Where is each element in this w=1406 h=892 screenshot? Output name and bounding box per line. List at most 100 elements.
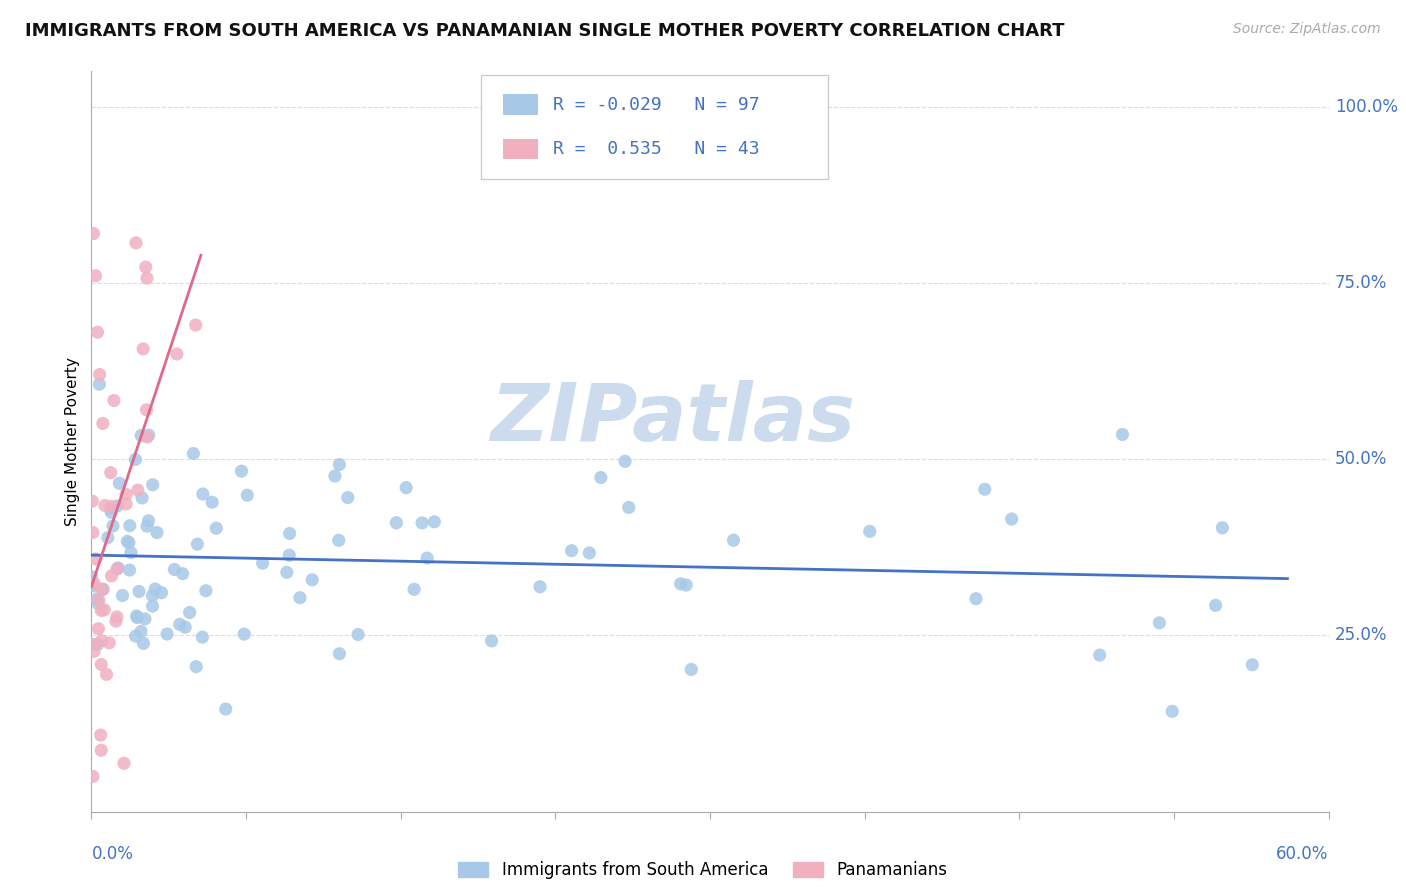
Point xyxy=(385,516,408,530)
Point xyxy=(191,630,214,644)
Text: 60.0%: 60.0% xyxy=(1277,845,1329,863)
Point xyxy=(125,609,148,624)
Point xyxy=(186,537,208,551)
Point xyxy=(681,663,703,677)
Point xyxy=(132,342,155,356)
Point xyxy=(82,769,104,783)
Text: R =  0.535   N = 43: R = 0.535 N = 43 xyxy=(553,140,759,158)
Point xyxy=(578,546,600,560)
Point xyxy=(215,702,238,716)
Point xyxy=(100,466,122,480)
Point xyxy=(104,614,127,628)
Text: R = -0.029   N = 97: R = -0.029 N = 97 xyxy=(553,95,759,113)
Point xyxy=(328,458,350,472)
Point xyxy=(135,260,157,274)
Point xyxy=(107,561,129,575)
Point xyxy=(136,519,159,533)
Point xyxy=(100,505,122,519)
Point xyxy=(120,546,142,560)
Point xyxy=(118,563,141,577)
Text: ZIPatlas: ZIPatlas xyxy=(491,380,855,458)
Point xyxy=(143,582,166,596)
Point xyxy=(105,499,128,513)
Point xyxy=(84,552,107,566)
Point xyxy=(186,659,208,673)
Point xyxy=(973,483,995,497)
Point xyxy=(201,495,224,509)
Text: Source: ZipAtlas.com: Source: ZipAtlas.com xyxy=(1233,22,1381,37)
Point xyxy=(80,570,103,584)
Point xyxy=(97,531,120,545)
Point xyxy=(146,525,169,540)
Point xyxy=(142,477,165,491)
Point xyxy=(328,647,350,661)
Point xyxy=(1161,704,1184,718)
Point xyxy=(98,501,121,516)
Point xyxy=(96,667,118,681)
Point xyxy=(98,636,121,650)
Point xyxy=(233,627,256,641)
Legend: Immigrants from South America, Panamanians: Immigrants from South America, Panamania… xyxy=(458,861,948,880)
Point xyxy=(100,569,122,583)
Point xyxy=(328,533,350,548)
Point xyxy=(115,487,138,501)
Point xyxy=(94,499,117,513)
Point xyxy=(138,428,160,442)
Point xyxy=(859,524,882,539)
Point xyxy=(108,476,131,491)
Point xyxy=(127,610,149,624)
Point xyxy=(125,235,148,250)
Point xyxy=(481,633,503,648)
Point xyxy=(1111,427,1133,442)
Point xyxy=(105,610,128,624)
Point xyxy=(90,633,112,648)
Point xyxy=(288,591,311,605)
Point xyxy=(82,638,104,652)
Point xyxy=(965,591,987,606)
Point xyxy=(90,743,112,757)
Point xyxy=(156,627,179,641)
Point xyxy=(179,606,201,620)
Point xyxy=(723,533,745,548)
Point xyxy=(138,514,160,528)
Point xyxy=(115,497,138,511)
Point xyxy=(111,589,134,603)
Text: 0.0%: 0.0% xyxy=(91,845,134,863)
Point xyxy=(124,452,146,467)
Point xyxy=(90,728,112,742)
Point xyxy=(101,500,124,514)
Point xyxy=(276,566,298,580)
Point xyxy=(83,576,105,591)
Point xyxy=(150,585,173,599)
Point xyxy=(129,428,152,442)
Point xyxy=(112,756,135,771)
Point xyxy=(347,627,370,641)
Point xyxy=(93,603,115,617)
Point xyxy=(205,521,228,535)
Text: 75.0%: 75.0% xyxy=(1334,274,1388,292)
Bar xyxy=(481,75,828,178)
Point xyxy=(1149,615,1171,630)
Point xyxy=(191,487,214,501)
Point xyxy=(141,599,163,613)
Text: IMMIGRANTS FROM SOUTH AMERICA VS PANAMANIAN SINGLE MOTHER POVERTY CORRELATION CH: IMMIGRANTS FROM SOUTH AMERICA VS PANAMAN… xyxy=(25,22,1064,40)
Point xyxy=(181,446,204,460)
Point xyxy=(86,591,108,606)
Y-axis label: Single Mother Poverty: Single Mother Poverty xyxy=(65,357,80,526)
Point xyxy=(589,470,612,484)
Point xyxy=(1001,512,1024,526)
Point xyxy=(141,589,163,603)
Point xyxy=(136,430,159,444)
Point xyxy=(118,518,141,533)
Point xyxy=(128,584,150,599)
Point xyxy=(90,603,112,617)
Point xyxy=(411,516,433,530)
Point xyxy=(89,377,111,392)
Point xyxy=(166,347,188,361)
Point xyxy=(416,551,439,566)
Point xyxy=(252,556,274,570)
Bar xyxy=(503,95,538,115)
Point xyxy=(124,629,146,643)
Point xyxy=(87,593,110,607)
Point xyxy=(1088,648,1111,662)
